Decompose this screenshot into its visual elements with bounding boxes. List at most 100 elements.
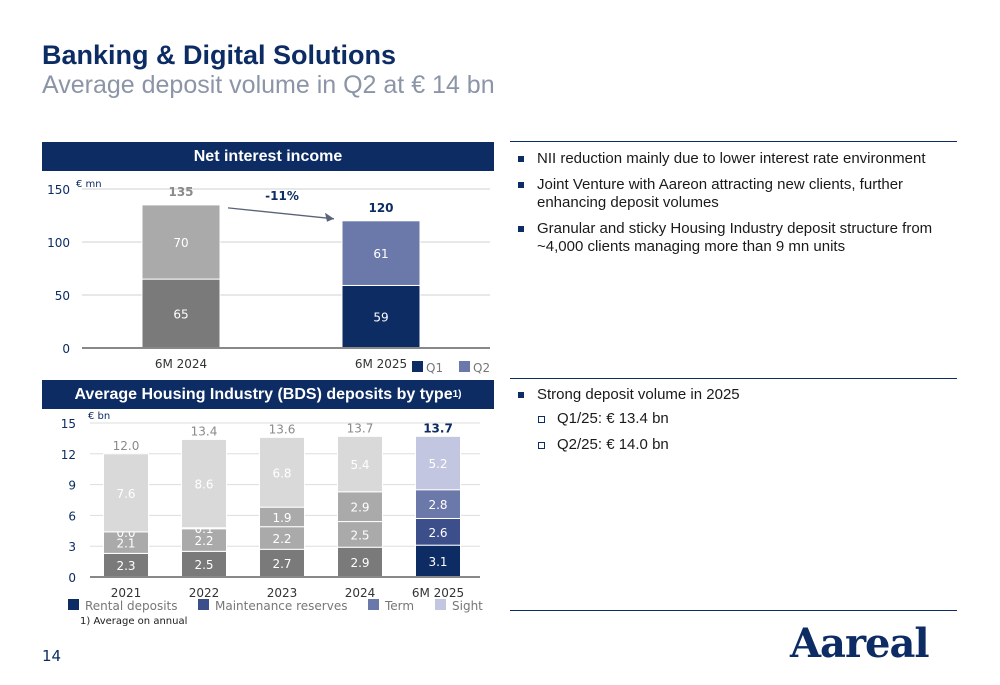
bar-value-label: 3.1 (428, 555, 447, 569)
bar-segment (141, 278, 221, 349)
bar-value-label: 6.8 (272, 466, 291, 480)
bar-total-label: 13.6 (269, 422, 296, 436)
x-tick-label: 2021 (111, 586, 142, 600)
divider-top (510, 141, 957, 142)
y-tick-label: 100 (47, 236, 70, 250)
bar-value-label: 2.9 (350, 501, 369, 515)
bar-value-label: 2.1 (116, 537, 135, 551)
nii-commentary: NII reduction mainly due to lower intere… (516, 150, 956, 264)
bar-value-label: 70 (173, 236, 188, 250)
bullet-text: NII reduction mainly due to lower intere… (537, 150, 926, 167)
bar-segment (337, 435, 383, 493)
bullet-item: Strong deposit volume in 2025 Q1/25: € 1… (516, 386, 956, 454)
legend-swatch (435, 599, 446, 610)
bullet-text: Granular and sticky Housing Industry dep… (537, 220, 933, 255)
bar-value-label: 2.5 (194, 558, 213, 572)
bar-segment (341, 220, 421, 286)
bar-segment (181, 550, 227, 578)
page-number: 14 (42, 647, 62, 665)
bar-segment (415, 517, 461, 546)
legend-swatch (68, 599, 79, 610)
bar-total-label: 13.7 (347, 421, 374, 435)
bar-segment (141, 204, 221, 280)
sub-bullet-text: Q2/25: € 14.0 bn (557, 436, 669, 453)
hollow-square-icon (538, 416, 545, 423)
page-title: Banking & Digital Solutions (42, 40, 397, 70)
bar-segment (337, 491, 383, 523)
bullet-square-icon (518, 226, 524, 232)
bar-value-label: 2.2 (272, 532, 291, 546)
sub-bullet-item: Q2/25: € 14.0 bn (537, 436, 956, 454)
bar-total-label: 120 (368, 201, 393, 215)
bar-value-label: 2.6 (428, 526, 447, 540)
y-tick-label: 12 (61, 448, 76, 462)
bullet-item: Joint Venture with Aareon attracting new… (516, 176, 956, 212)
x-tick-label: 2024 (345, 586, 376, 600)
y-tick-label: 6 (68, 509, 76, 523)
bar-segment (259, 436, 305, 508)
bar-value-label: 65 (173, 308, 188, 322)
bar-value-label: 5.2 (428, 457, 447, 471)
page-subtitle: Average deposit volume in Q2 at € 14 bn (42, 71, 495, 99)
bar-total-label: 13.7 (423, 421, 453, 435)
bds-panel-heading: Average Housing Industry (BDS) deposits … (42, 380, 494, 409)
legend-swatch (412, 361, 423, 372)
footnote: 1) Average on annual (80, 616, 188, 627)
bar-segment (103, 453, 149, 533)
bar-value-label: 2.7 (272, 557, 291, 571)
divider-middle (510, 378, 957, 379)
bar-value-label: 0.0 (116, 526, 135, 540)
x-tick-label: 6M 2025 (355, 357, 407, 371)
y-tick-label: 9 (68, 479, 76, 493)
legend-label: Maintenance reserves (215, 599, 347, 613)
x-tick-label: 6M 2025 (412, 586, 464, 600)
legend-swatch (198, 599, 209, 610)
aareal-logo: Aareal (790, 620, 930, 667)
nii-panel-heading-text: Net interest income (193, 147, 343, 165)
bullet-text: Joint Venture with Aareon attracting new… (537, 176, 904, 211)
bar-total-label: 12.0 (113, 439, 140, 453)
bar-segment (341, 284, 421, 349)
bar-segment (415, 489, 461, 519)
sub-bullet-item: Q1/25: € 13.4 bn (537, 410, 956, 428)
nii-unit-label: € mn (76, 179, 102, 190)
bar-value-label: 61 (373, 247, 388, 261)
bds-heading-footnote-mark: 1) (452, 389, 462, 400)
bar-value-label: 59 (373, 311, 388, 325)
bar-segment (415, 544, 461, 578)
legend-label: Q2 (473, 361, 490, 375)
bullet-square-icon (518, 392, 524, 398)
bds-panel-heading-text: Average Housing Industry (BDS) deposits … (74, 385, 453, 403)
bar-segment (259, 548, 305, 578)
bar-segment (259, 526, 305, 550)
hollow-square-icon (538, 442, 545, 449)
y-tick-label: 0 (68, 571, 76, 585)
sub-bullet-list: Q1/25: € 13.4 bn Q2/25: € 14.0 bn (537, 410, 956, 454)
arrow-head-icon (325, 212, 334, 222)
bullet-item: NII reduction mainly due to lower intere… (516, 150, 956, 168)
legend-label: Sight (452, 599, 483, 613)
bar-value-label: 0.1 (194, 522, 213, 536)
legend-swatch (368, 599, 379, 610)
bar-segment (103, 552, 149, 578)
deposit-commentary: Strong deposit volume in 2025 Q1/25: € 1… (516, 386, 956, 462)
bar-value-label: 2.5 (350, 528, 369, 542)
x-tick-label: 2022 (189, 586, 220, 600)
y-tick-label: 3 (68, 540, 76, 554)
bar-value-label: 1.9 (272, 511, 291, 525)
bar-segment (337, 546, 383, 578)
change-annotation: -11% (265, 189, 299, 203)
y-tick-label: 50 (55, 289, 70, 303)
bar-value-label: 8.6 (194, 478, 213, 492)
bar-segment (181, 528, 227, 552)
bar-segment (181, 438, 227, 529)
y-tick-label: 0 (62, 342, 70, 356)
bar-value-label: 5.4 (350, 458, 369, 472)
nii-panel-heading: Net interest income (42, 142, 494, 171)
bar-value-label: 2.8 (428, 498, 447, 512)
bar-segment (181, 527, 227, 530)
x-tick-label: 2023 (267, 586, 298, 600)
bullet-item: Granular and sticky Housing Industry dep… (516, 220, 956, 256)
bar-segment (259, 506, 305, 528)
